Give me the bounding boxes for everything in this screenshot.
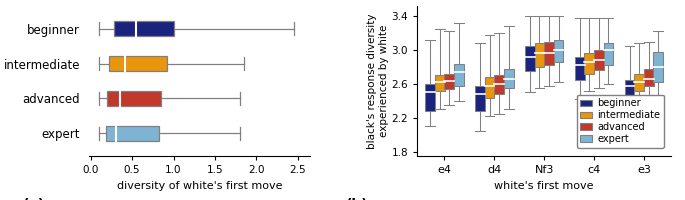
FancyBboxPatch shape bbox=[584, 53, 594, 74]
FancyBboxPatch shape bbox=[114, 21, 173, 36]
FancyBboxPatch shape bbox=[534, 43, 545, 67]
X-axis label: white's first move: white's first move bbox=[495, 181, 594, 191]
Text: (a): (a) bbox=[23, 198, 45, 200]
FancyBboxPatch shape bbox=[575, 57, 584, 80]
FancyBboxPatch shape bbox=[105, 126, 159, 141]
FancyBboxPatch shape bbox=[454, 64, 464, 86]
FancyBboxPatch shape bbox=[553, 40, 563, 62]
FancyBboxPatch shape bbox=[625, 80, 634, 97]
Text: (b): (b) bbox=[346, 198, 369, 200]
FancyBboxPatch shape bbox=[544, 42, 553, 65]
FancyBboxPatch shape bbox=[485, 77, 495, 98]
FancyBboxPatch shape bbox=[603, 43, 613, 65]
X-axis label: diversity of white's first move: diversity of white's first move bbox=[117, 181, 282, 191]
FancyBboxPatch shape bbox=[108, 91, 161, 106]
FancyBboxPatch shape bbox=[644, 69, 653, 86]
FancyBboxPatch shape bbox=[109, 56, 167, 71]
FancyBboxPatch shape bbox=[594, 50, 603, 70]
FancyBboxPatch shape bbox=[634, 74, 644, 91]
FancyBboxPatch shape bbox=[525, 46, 535, 71]
FancyBboxPatch shape bbox=[425, 84, 435, 111]
FancyBboxPatch shape bbox=[435, 75, 445, 91]
Legend: beginner, intermediate, advanced, expert: beginner, intermediate, advanced, expert bbox=[577, 95, 664, 148]
FancyBboxPatch shape bbox=[445, 74, 454, 89]
FancyBboxPatch shape bbox=[653, 52, 663, 82]
FancyBboxPatch shape bbox=[504, 69, 514, 88]
FancyBboxPatch shape bbox=[495, 75, 504, 94]
FancyBboxPatch shape bbox=[475, 86, 485, 111]
Y-axis label: black's response diversity
experienced by white: black's response diversity experienced b… bbox=[367, 13, 388, 149]
